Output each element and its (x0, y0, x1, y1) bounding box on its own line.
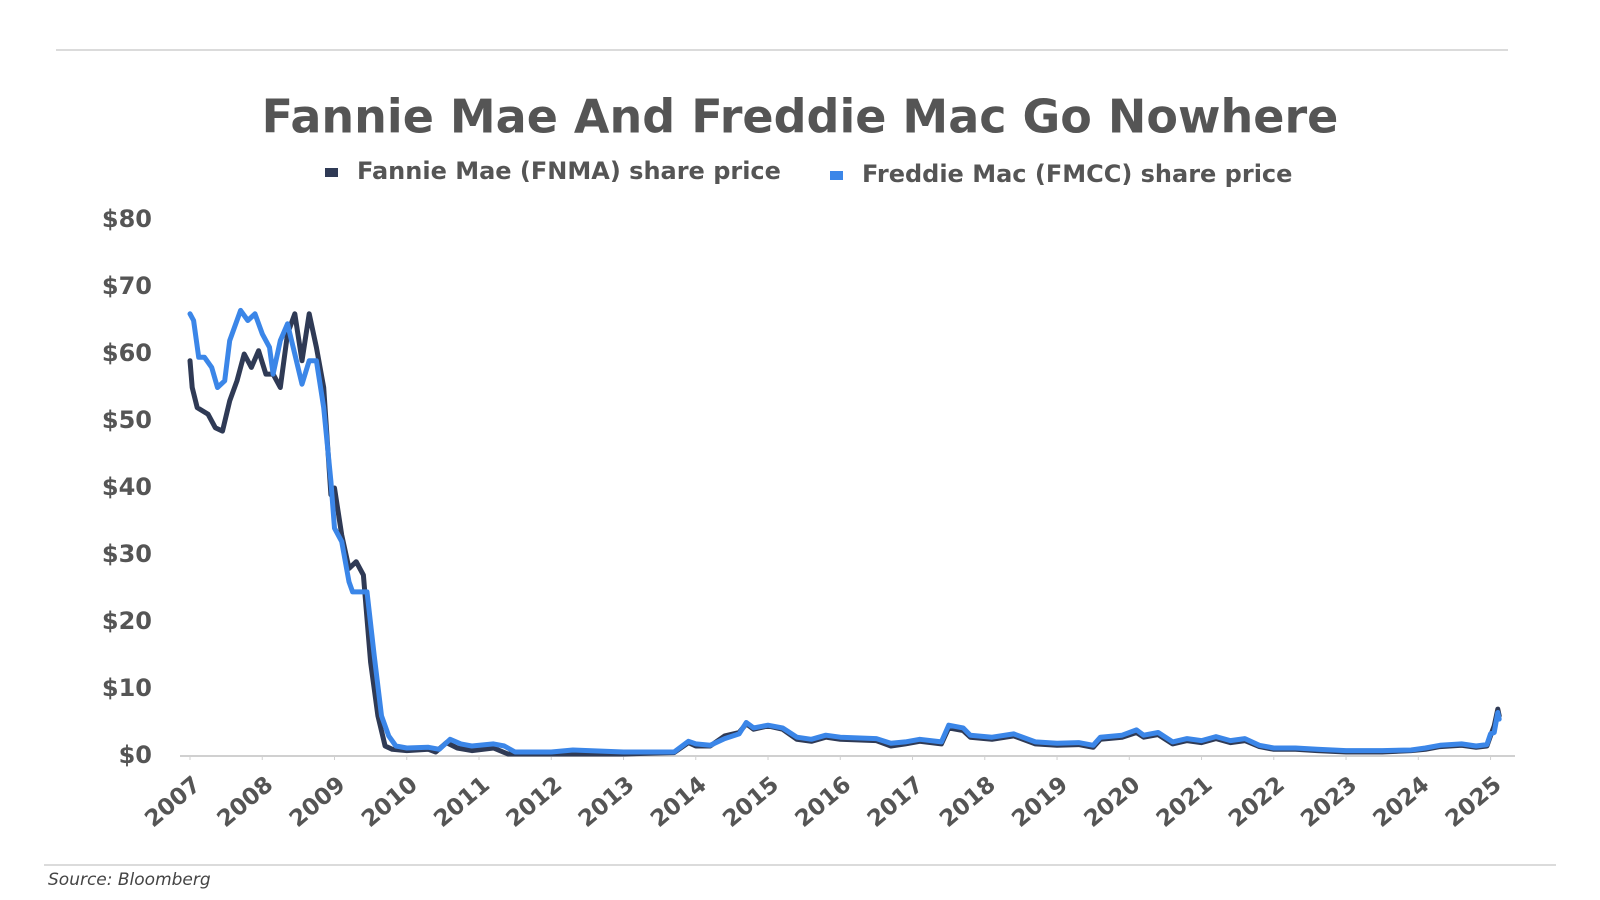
x-tick-label: 2012 (502, 772, 568, 833)
legend-swatch (830, 171, 843, 180)
x-tick-label: 2022 (1224, 772, 1290, 833)
x-tick-label: 2020 (1080, 772, 1146, 833)
y-tick-label: $10 (102, 674, 152, 702)
x-tick-label: 2025 (1441, 772, 1507, 833)
x-tick-label: 2007 (140, 772, 206, 833)
x-tick-label: 2008 (213, 772, 279, 833)
x-tick-label: 2009 (285, 772, 351, 833)
legend-label: Fannie Mae (FNMA) share price (357, 157, 781, 185)
y-tick-label: $60 (102, 339, 152, 367)
x-tick-label: 2010 (357, 772, 423, 833)
y-tick-label: $70 (102, 272, 152, 300)
x-tick-label: 2017 (863, 772, 929, 833)
x-tick-label: 2015 (718, 772, 784, 833)
y-tick-label: $20 (102, 607, 152, 635)
series-line (187, 311, 1502, 757)
y-tick-label: $80 (102, 205, 152, 233)
x-tick-label: 2016 (791, 772, 857, 833)
y-tick-label: $0 (119, 741, 152, 769)
source-note: Source: Bloomberg (48, 870, 211, 890)
x-tick-label: 2018 (935, 772, 1001, 833)
x-tick-label: 2023 (1296, 772, 1362, 833)
y-tick-label: $30 (102, 540, 152, 568)
y-tick-label: $40 (102, 473, 152, 501)
x-tick-label: 2011 (429, 772, 495, 833)
x-tick-label: 2014 (646, 772, 712, 833)
x-tick-label: 2019 (1007, 772, 1073, 833)
x-tick-label: 2021 (1152, 772, 1218, 833)
series-line (187, 307, 1502, 755)
x-tick-label: 2024 (1369, 772, 1435, 833)
y-tick-label: $50 (102, 406, 152, 434)
legend-label: Freddie Mac (FMCC) share price (862, 160, 1292, 188)
chart-title: Fannie Mae And Freddie Mac Go Nowhere (262, 90, 1339, 144)
legend-swatch (325, 168, 338, 177)
x-tick-label: 2013 (574, 772, 640, 833)
